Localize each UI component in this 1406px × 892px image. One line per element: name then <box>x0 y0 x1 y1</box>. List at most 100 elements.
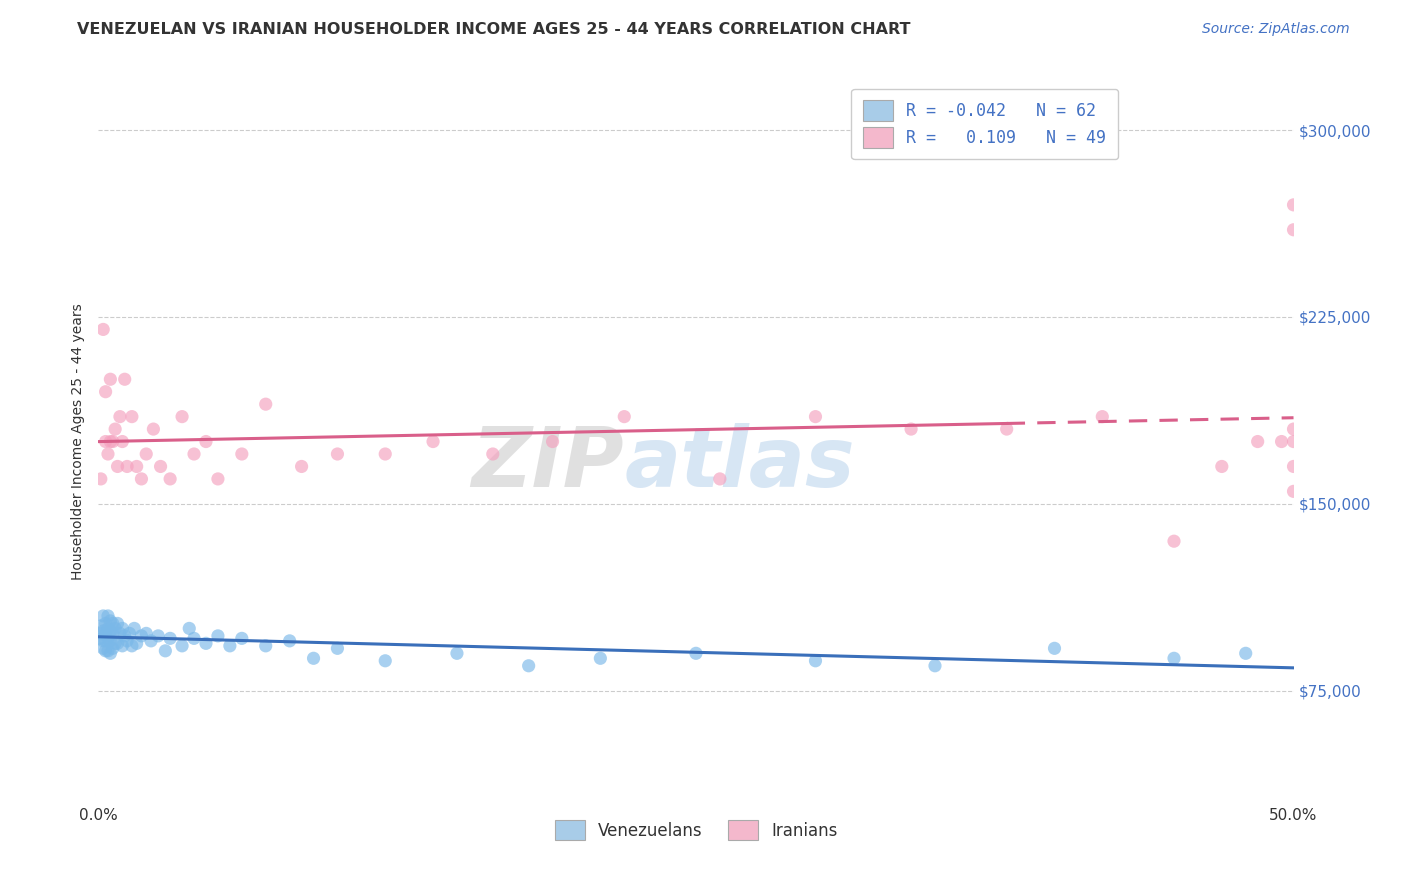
Point <box>90 619 112 633</box>
Point <box>195 434 218 449</box>
Point <box>995 422 1018 436</box>
Text: atlas: atlas <box>624 423 855 504</box>
Point <box>254 397 277 411</box>
Point <box>98 646 122 660</box>
Point <box>91 624 114 638</box>
Point <box>1211 459 1233 474</box>
Point <box>446 646 468 660</box>
Point <box>207 472 229 486</box>
Point <box>183 632 205 646</box>
Point <box>291 459 314 474</box>
Point <box>97 621 120 635</box>
Point <box>302 651 325 665</box>
Point <box>115 459 138 474</box>
Point <box>101 616 124 631</box>
Point <box>94 633 117 648</box>
Point <box>1282 422 1305 436</box>
Point <box>97 644 120 658</box>
Point <box>179 621 201 635</box>
Point <box>1282 198 1305 212</box>
Point <box>108 409 131 424</box>
Point <box>101 626 124 640</box>
Point <box>148 629 170 643</box>
Point <box>104 621 127 635</box>
Point <box>97 447 120 461</box>
Point <box>155 644 177 658</box>
Point <box>231 632 253 646</box>
Point <box>94 644 117 658</box>
Point <box>278 633 301 648</box>
Point <box>1234 646 1257 660</box>
Point <box>104 636 127 650</box>
Point <box>104 422 127 436</box>
Point <box>231 447 253 461</box>
Point <box>101 641 124 656</box>
Point <box>94 626 117 640</box>
Point <box>91 322 114 336</box>
Point <box>1163 534 1185 549</box>
Point <box>125 459 148 474</box>
Point <box>98 614 122 628</box>
Point <box>107 459 129 474</box>
Point <box>98 372 122 386</box>
Point <box>481 447 505 461</box>
Point <box>159 632 181 646</box>
Point <box>541 434 564 449</box>
Point <box>98 633 122 648</box>
Point <box>124 621 146 635</box>
Point <box>219 639 242 653</box>
Point <box>142 422 165 436</box>
Point <box>1282 484 1305 499</box>
Point <box>924 658 946 673</box>
Point <box>709 472 731 486</box>
Point <box>589 651 612 665</box>
Point <box>114 372 136 386</box>
Point <box>613 409 636 424</box>
Point <box>326 447 349 461</box>
Legend: Venezuelans, Iranians: Venezuelans, Iranians <box>547 812 845 848</box>
Point <box>97 632 120 646</box>
Point <box>326 641 349 656</box>
Point <box>111 621 134 635</box>
Point <box>135 626 157 640</box>
Point <box>183 447 205 461</box>
Text: Source: ZipAtlas.com: Source: ZipAtlas.com <box>1202 22 1350 37</box>
Point <box>101 434 124 449</box>
Point <box>207 629 229 643</box>
Point <box>121 409 143 424</box>
Point <box>131 472 153 486</box>
Point <box>90 472 112 486</box>
Text: VENEZUELAN VS IRANIAN HOUSEHOLDER INCOME AGES 25 - 44 YEARS CORRELATION CHART: VENEZUELAN VS IRANIAN HOUSEHOLDER INCOME… <box>77 22 911 37</box>
Point <box>159 472 181 486</box>
Point <box>900 422 922 436</box>
Y-axis label: Householder Income Ages 25 - 44 years: Householder Income Ages 25 - 44 years <box>70 303 84 580</box>
Point <box>1091 409 1114 424</box>
Point <box>97 609 120 624</box>
Point <box>1282 434 1305 449</box>
Point <box>374 654 396 668</box>
Point <box>94 616 117 631</box>
Point <box>94 434 117 449</box>
Point <box>107 616 129 631</box>
Point <box>108 626 131 640</box>
Point <box>804 654 827 668</box>
Point <box>118 626 141 640</box>
Point <box>1043 641 1066 656</box>
Point <box>111 434 134 449</box>
Point <box>90 626 112 640</box>
Point <box>121 639 143 653</box>
Point <box>172 409 194 424</box>
Point <box>804 409 827 424</box>
Point <box>1271 434 1294 449</box>
Point <box>685 646 707 660</box>
Point <box>1282 223 1305 237</box>
Point <box>172 639 194 653</box>
Point <box>254 639 277 653</box>
Point <box>374 447 396 461</box>
Point <box>422 434 444 449</box>
Point <box>125 636 148 650</box>
Point <box>91 641 114 656</box>
Point <box>91 633 114 648</box>
Point <box>1247 434 1270 449</box>
Point <box>195 636 218 650</box>
